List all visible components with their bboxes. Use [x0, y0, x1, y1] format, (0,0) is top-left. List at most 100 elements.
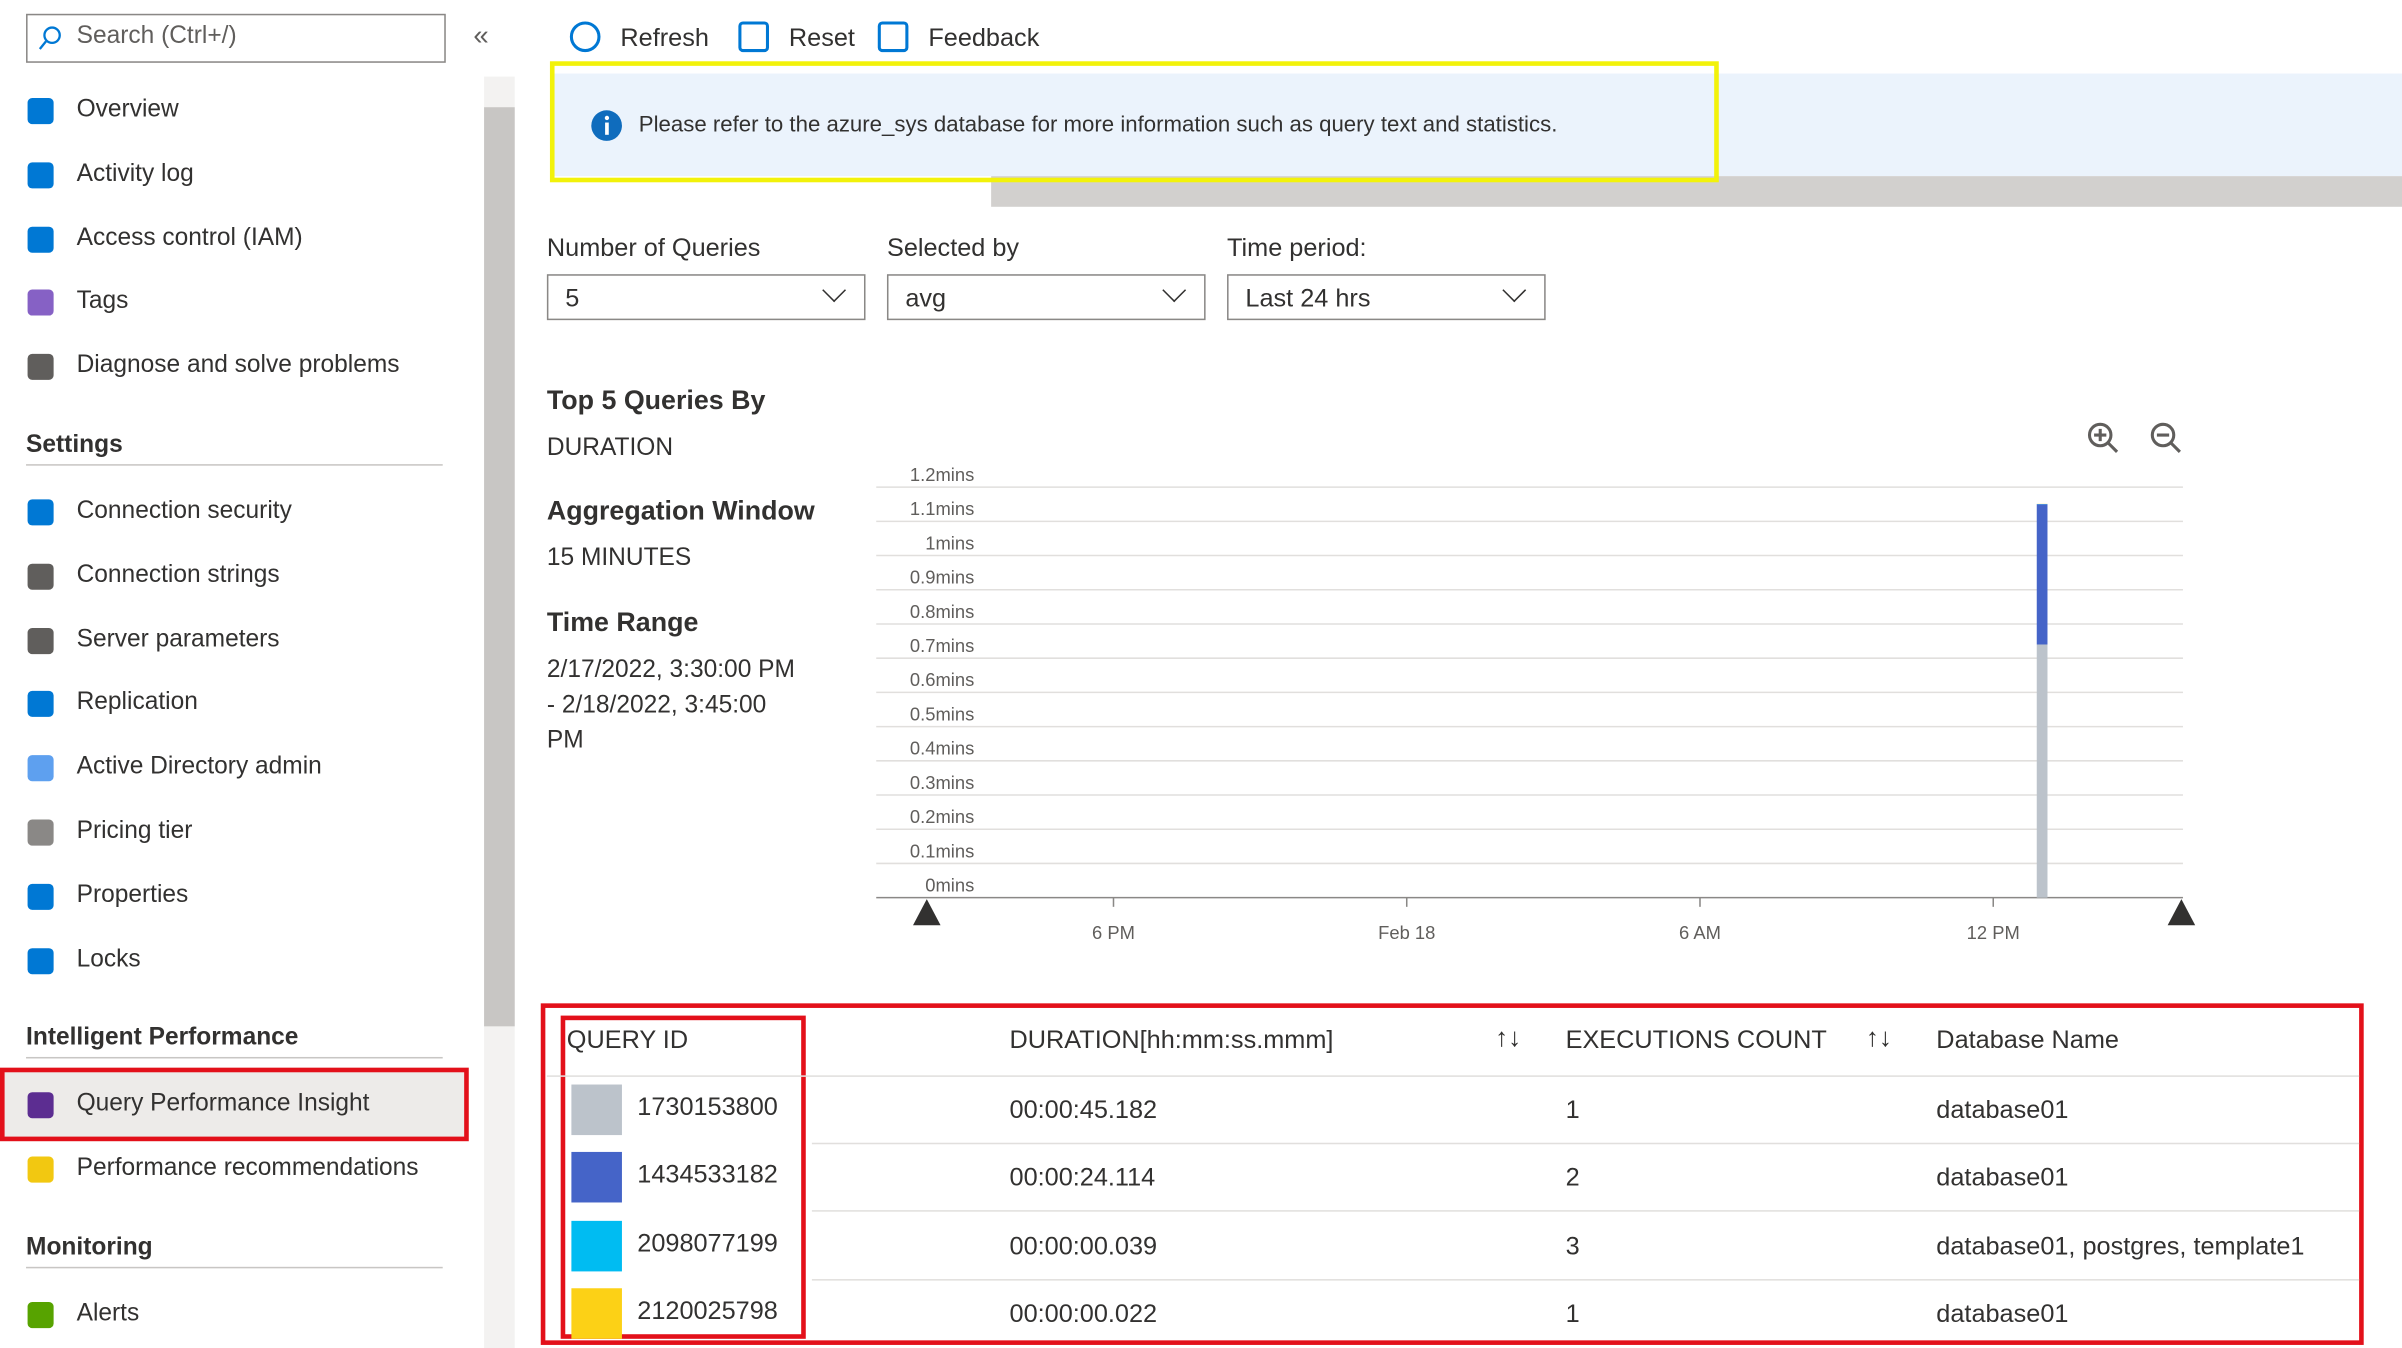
bar-segment: [2036, 504, 2048, 645]
y-tick-label: 0.6mins: [910, 669, 974, 690]
row-rule: [811, 1142, 2360, 1145]
menu-icon: [27, 1156, 54, 1183]
menu-icon: [27, 98, 54, 125]
menu-item[interactable]: Connection security: [76, 497, 292, 524]
menu-item[interactable]: Query Performance Insight: [76, 1091, 370, 1118]
summary-title: Time Range: [546, 606, 699, 638]
x-tick-label: 6 AM: [1679, 922, 1721, 943]
toolbar-icon: [569, 21, 601, 53]
menu-icon: [27, 563, 54, 590]
table-cell: 00:00:24.114: [1009, 1164, 1156, 1193]
y-tick-label: 1.1mins: [910, 498, 974, 519]
collapse-button[interactable]: «: [473, 19, 489, 51]
highlight-box: [549, 61, 1719, 183]
table-highlight: [540, 1003, 2364, 1345]
query-id[interactable]: 1434533182: [637, 1161, 778, 1190]
toolbar-button[interactable]: Feedback: [928, 24, 1040, 53]
search-box[interactable]: [26, 13, 446, 63]
table-cell: database01, postgres, template1: [1936, 1232, 2305, 1261]
table-cell: database01: [1936, 1164, 2069, 1193]
summary-title: Aggregation Window: [546, 494, 815, 526]
x-tick-label: Feb 18: [1378, 922, 1435, 943]
section-heading: Intelligent Performance: [26, 1025, 299, 1052]
menu-item[interactable]: Properties: [76, 882, 189, 909]
y-tick-label: 0.5mins: [910, 703, 974, 724]
dropdown[interactable]: 5: [546, 274, 866, 321]
dropdown[interactable]: Last 24 hrs: [1227, 274, 1546, 321]
menu-icon: [27, 819, 54, 846]
menu-item[interactable]: Active Directory admin: [76, 753, 322, 780]
sort-icon[interactable]: ↑↓: [1865, 1023, 1892, 1053]
menu-item[interactable]: Server parameters: [76, 625, 280, 652]
menu-item[interactable]: Locks: [76, 946, 141, 973]
table-cell: 3: [1565, 1232, 1580, 1261]
menu-icon: [27, 1092, 54, 1119]
menu-item[interactable]: Alerts: [76, 1300, 140, 1327]
summary-title: Top 5 Queries By: [546, 384, 766, 416]
table-cell: database01: [1936, 1096, 2069, 1125]
menu-icon: [27, 755, 54, 782]
menu-item[interactable]: Access control (IAM): [76, 224, 303, 251]
toolbar-button[interactable]: Refresh: [620, 24, 709, 53]
color-swatch: [571, 1220, 622, 1271]
query-id[interactable]: 2098077199: [637, 1229, 778, 1258]
filter-label: Time period:: [1227, 234, 1367, 262]
column-header[interactable]: DURATION[hh:mm:ss.mmm]: [1009, 1026, 1334, 1054]
range-handle-left[interactable]: [913, 899, 941, 926]
selected-highlight: [0, 1067, 469, 1142]
menu-item[interactable]: Overview: [76, 96, 179, 123]
row-rule: [811, 1210, 2360, 1213]
y-tick-label: 0.8mins: [910, 601, 974, 622]
menu-item[interactable]: Tags: [76, 288, 129, 315]
divider: [26, 1266, 443, 1269]
table-cell: 2: [1565, 1164, 1580, 1193]
menu-item[interactable]: Connection strings: [76, 561, 280, 588]
range-handle-right[interactable]: [2167, 899, 2196, 926]
query-id[interactable]: 1730153800: [637, 1093, 778, 1122]
divider: [26, 1057, 443, 1060]
menu-item[interactable]: Diagnose and solve problems: [76, 352, 400, 379]
toolbar-button[interactable]: Reset: [788, 24, 855, 53]
y-tick-label: 1.2mins: [910, 464, 974, 485]
toolbar-icon: [877, 21, 909, 53]
menu-icon: [27, 499, 54, 526]
search-placeholder: Search (Ctrl+/): [76, 22, 237, 50]
x-tick-label: 12 PM: [1967, 922, 2020, 943]
color-swatch: [571, 1084, 622, 1136]
column-header[interactable]: Database Name: [1936, 1026, 2119, 1054]
menu-item[interactable]: Performance recommendations: [76, 1155, 419, 1182]
menu-icon: [27, 226, 54, 253]
menu-icon: [27, 883, 54, 910]
table-cell: 00:00:00.039: [1009, 1232, 1158, 1261]
search-icon: [38, 26, 61, 50]
menu-item[interactable]: Activity log: [76, 160, 194, 187]
y-tick-label: 0.2mins: [910, 806, 974, 827]
info-icon: [591, 110, 622, 141]
info-banner: [551, 73, 2402, 177]
summary-value: 15 MINUTES: [546, 545, 692, 572]
table-cell: database01: [1936, 1300, 2069, 1328]
table-cell: 1: [1565, 1096, 1580, 1125]
table-cell: 00:00:00.022: [1009, 1300, 1158, 1328]
query-id[interactable]: 2120025798: [637, 1297, 778, 1325]
scrollbar: [484, 76, 515, 1348]
x-tick-label: 6 PM: [1092, 922, 1135, 943]
dropdown[interactable]: avg: [886, 274, 1206, 321]
menu-item[interactable]: Pricing tier: [76, 817, 193, 845]
zoom-out[interactable]: [2150, 422, 2176, 448]
summary-value: DURATION: [546, 435, 674, 462]
toolbar-icon: [738, 21, 770, 53]
y-tick-label: 0.9mins: [910, 567, 974, 588]
zoom-in[interactable]: [2087, 422, 2113, 448]
menu-icon: [27, 691, 54, 718]
banner-text: Please refer to the azure_sys database f…: [638, 113, 1558, 138]
column-header[interactable]: QUERY ID: [566, 1026, 689, 1054]
menu-icon: [27, 162, 54, 189]
sort-icon[interactable]: ↑↓: [1495, 1023, 1522, 1053]
menu-item[interactable]: Replication: [76, 689, 198, 716]
filter-label: Number of Queries: [546, 234, 761, 262]
column-header[interactable]: EXECUTIONS COUNT: [1565, 1026, 1827, 1054]
